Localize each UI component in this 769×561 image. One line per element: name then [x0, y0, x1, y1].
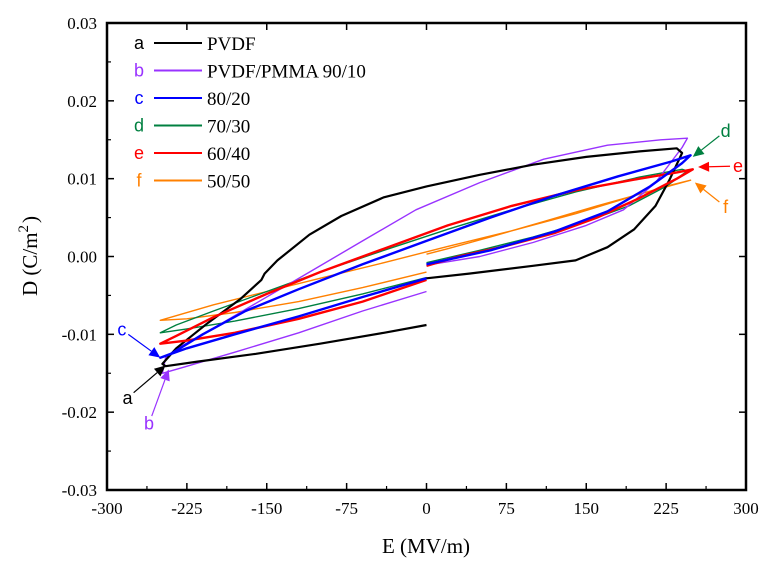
annotation-letter: f — [723, 197, 729, 217]
annotation-letter: b — [144, 414, 154, 434]
y-tick-label: 0.02 — [67, 92, 97, 111]
annotation-letter: c — [117, 320, 126, 340]
annotation-arrow-head — [148, 347, 161, 358]
series-line-e — [159, 168, 694, 345]
plot-frame — [105, 21, 748, 492]
x-tick-label: -75 — [335, 499, 358, 518]
annotation-e: e — [698, 156, 743, 176]
legend-label: 60/40 — [207, 144, 250, 165]
legend-letter: b — [134, 61, 144, 81]
x-tick-label: -300 — [91, 499, 122, 518]
legend-letter: d — [134, 116, 144, 136]
y-tick-label: -0.02 — [62, 403, 97, 422]
x-tick-label: 150 — [574, 499, 600, 518]
axes-layer — [105, 21, 748, 492]
annotation-arrow-shaft — [703, 188, 720, 203]
legend-letter: c — [135, 88, 144, 108]
legend-label: 80/20 — [207, 89, 250, 110]
annotation-letter: d — [721, 121, 731, 141]
series-line-c — [159, 154, 692, 359]
series-line-f — [159, 179, 692, 321]
legend-entry-a: a PVDF — [134, 33, 256, 55]
legend-label: PVDF — [207, 34, 256, 55]
x-tick-label: -150 — [251, 499, 282, 518]
annotation-letter: e — [733, 156, 743, 176]
annotation-arrow-shaft — [127, 333, 152, 352]
legend: a PVDF b PVDF/PMMA 90/10 c 80/20 d 70/30 e 60/40 f… — [134, 33, 366, 193]
y-tick-label: -0.03 — [62, 481, 97, 500]
annotation-letter: a — [123, 388, 134, 408]
y-axis-title: D (C/m2) — [16, 216, 42, 296]
legend-letter: a — [134, 33, 145, 53]
annotation-a: a — [123, 365, 166, 408]
annotation-d: d — [692, 121, 731, 157]
legend-letter: e — [134, 143, 144, 163]
legend-entry-d: d 70/30 — [134, 116, 250, 138]
annotation-arrow-head — [694, 182, 707, 194]
x-tick-label: 300 — [733, 499, 759, 518]
legend-entry-e: e 60/40 — [134, 143, 250, 165]
series-line-d — [159, 168, 689, 334]
x-tick-label: -225 — [171, 499, 202, 518]
y-tick-label: -0.01 — [62, 325, 97, 344]
annotation-arrow-head — [153, 365, 166, 377]
ticks-layer: -300 -225 -150 -75 0 75 150 225 300 0.03 0.02 0.01 0… — [62, 14, 759, 518]
y-axis-title-sup: 2 — [16, 225, 32, 233]
y-tick-label: 0.01 — [67, 170, 97, 189]
annotation-b: b — [144, 369, 170, 434]
y-axis-title-close: ) — [18, 216, 42, 223]
annotation-f: f — [694, 182, 729, 217]
legend-entry-f: f 50/50 — [136, 171, 250, 193]
y-tick-label: 0.00 — [67, 248, 97, 267]
annotation-arrow-shaft — [151, 379, 166, 417]
x-tick-label: 0 — [422, 499, 431, 518]
series-line-b — [161, 137, 689, 374]
annotation-arrow-head — [698, 161, 710, 172]
legend-entry-b: b PVDF/PMMA 90/10 — [134, 61, 366, 83]
annotation-arrow-shaft — [709, 165, 731, 168]
annotation-c: c — [117, 320, 161, 358]
legend-letter: f — [136, 171, 142, 191]
legend-label: 70/30 — [207, 117, 250, 138]
annotation-arrow-head — [692, 146, 705, 157]
x-tick-label: 225 — [653, 499, 679, 518]
svg-text:D (C/m2): D (C/m2) — [16, 216, 42, 296]
y-tick-label: 0.03 — [67, 14, 97, 33]
legend-entry-c: c 80/20 — [135, 88, 251, 110]
legend-label: 50/50 — [207, 172, 250, 193]
y-axis-title-main: D (C/m — [18, 232, 42, 296]
legend-label: PVDF/PMMA 90/10 — [207, 62, 366, 83]
annotation-arrow-shaft — [133, 372, 158, 394]
annotation-arrow-shaft — [701, 135, 720, 151]
x-axis-title: E (MV/m) — [382, 534, 470, 558]
x-tick-label: 75 — [498, 499, 515, 518]
annotation-arrow-head — [160, 369, 170, 382]
